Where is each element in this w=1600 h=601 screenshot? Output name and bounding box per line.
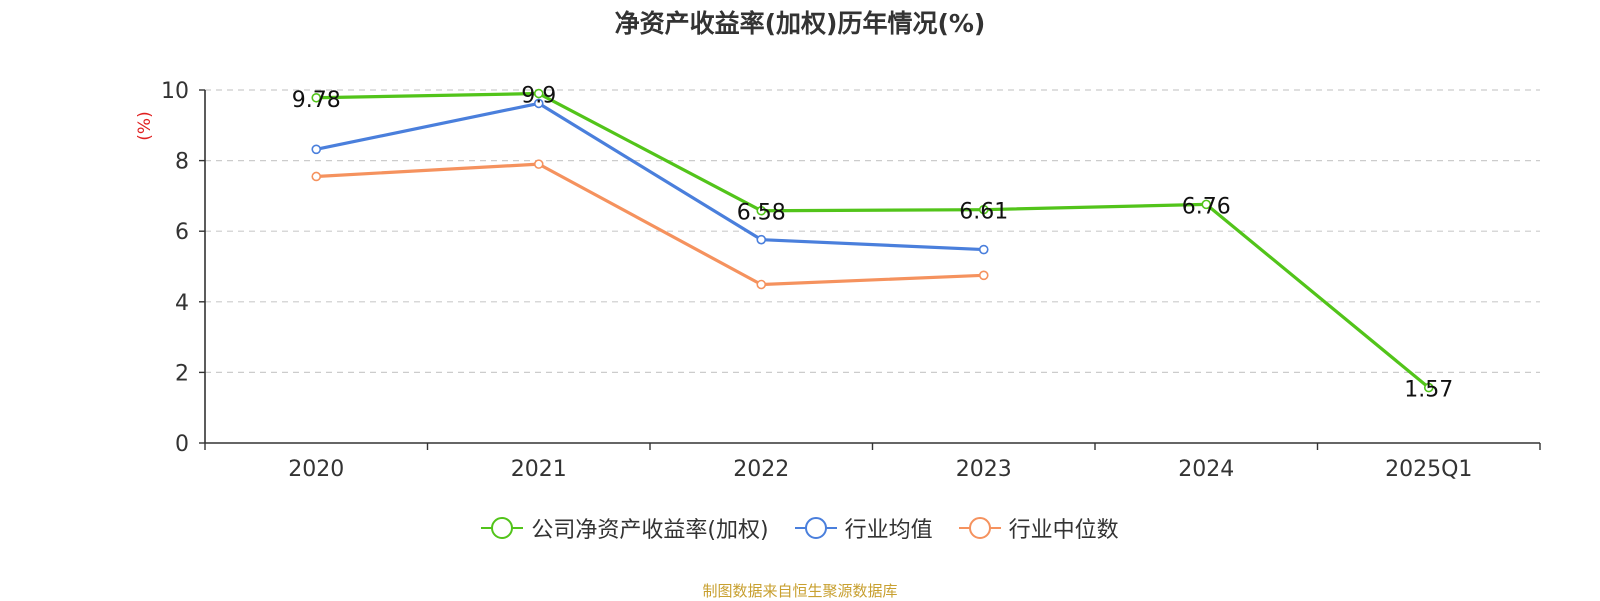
data-point: [978, 244, 989, 255]
legend-item[interactable]: 行业均值: [794, 512, 933, 544]
data-point: [533, 88, 544, 99]
y-tick-label: 10: [161, 79, 189, 104]
data-labels: 9.78 9.9 6.58 6.61 6.76 1.57: [292, 84, 1453, 403]
series-line: [315, 101, 984, 252]
data-point: [756, 205, 767, 216]
data-point: [756, 234, 767, 245]
axes: 0 2 4 6 8 10 (%) 2020 2021 2022 2023 2024 2025Q1: [135, 79, 1541, 482]
data-label: 6.61: [959, 200, 1008, 225]
chart-title: 净资产收益率(加权)历年情况(%): [614, 9, 986, 38]
legend: 公司净资产收益率(加权) 行业均值 行业中位数: [0, 512, 1600, 544]
data-point: [978, 204, 989, 215]
data-point: [756, 279, 767, 290]
legend-label: 行业均值: [844, 518, 933, 543]
data-label: 6.76: [1182, 194, 1231, 219]
data-point: [311, 92, 322, 103]
series-line: [316, 91, 1430, 389]
y-tick-label: 4: [175, 291, 189, 316]
data-point: [311, 144, 322, 155]
x-tick-label: 2023: [956, 457, 1012, 482]
data-label: 6.58: [737, 201, 786, 226]
x-tick-label: 2025Q1: [1385, 457, 1472, 482]
legend-item[interactable]: 行业中位数: [958, 512, 1119, 544]
data-point: [1201, 199, 1212, 210]
x-tick-label: 2020: [288, 457, 344, 482]
legend-item[interactable]: 公司净资产收益率(加权): [481, 512, 769, 544]
x-tick-label: 2021: [511, 457, 567, 482]
data-point: [533, 159, 544, 169]
data-point: [311, 171, 322, 182]
y-tick-label: 8: [175, 150, 189, 175]
x-tick-label: 2024: [1178, 457, 1234, 482]
data-label: 9.78: [292, 88, 341, 113]
data-point: [978, 270, 989, 281]
legend-marker-icon: [794, 517, 837, 539]
y-axis-label: (%): [135, 111, 155, 140]
series-line: [316, 162, 984, 287]
y-tick-label: 2: [175, 361, 189, 386]
data-label: 9.9: [521, 84, 556, 109]
legend-marker-icon: [481, 517, 524, 539]
legend-label: 公司净资产收益率(加权): [531, 518, 769, 543]
y-tick-label: 0: [175, 432, 189, 457]
x-tick-label: 2022: [733, 457, 789, 482]
source-note: 制图数据来自恒生聚源数据库: [702, 582, 898, 600]
legend-marker-icon: [958, 517, 1001, 539]
data-point: [533, 98, 544, 109]
y-tick-label: 6: [175, 220, 189, 245]
grid-lines: [205, 89, 1540, 373]
data-label: 1.57: [1404, 378, 1453, 403]
data-point: [1423, 382, 1434, 393]
legend-label: 行业中位数: [1008, 518, 1119, 543]
series-lines: [311, 88, 1434, 393]
